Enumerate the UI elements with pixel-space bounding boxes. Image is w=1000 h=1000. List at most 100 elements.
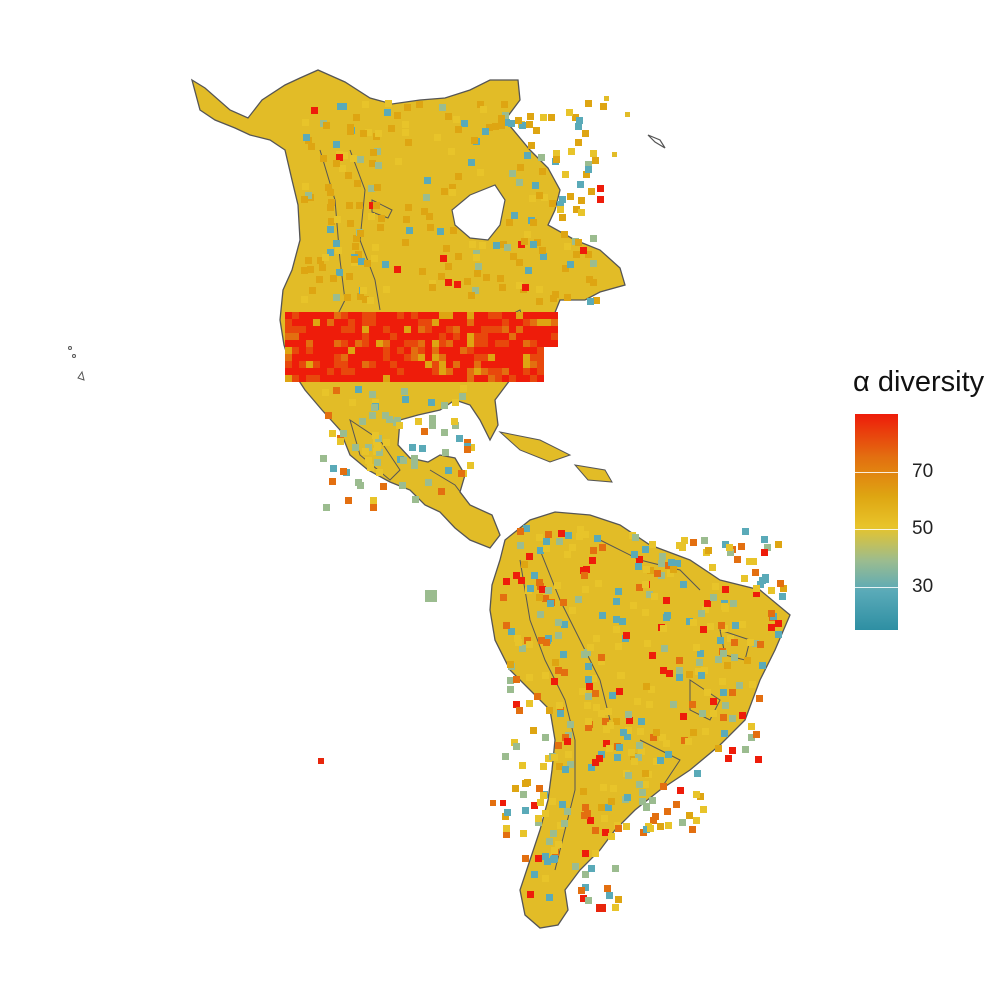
diversity-cell (653, 758, 660, 765)
diversity-cell (362, 296, 369, 303)
diversity-cell (425, 368, 432, 375)
diversity-cell (707, 623, 714, 630)
diversity-cell (411, 312, 418, 319)
diversity-cell (585, 718, 592, 725)
diversity-cell (741, 575, 748, 582)
diversity-cell (530, 333, 537, 340)
diversity-cell (482, 128, 489, 135)
diversity-cell (720, 650, 727, 657)
diversity-cell (696, 659, 703, 666)
diversity-cell (355, 326, 362, 333)
diversity-cell (508, 628, 515, 635)
diversity-cell (562, 734, 569, 741)
diversity-cell (680, 581, 687, 588)
diversity-cell (513, 701, 520, 708)
diversity-cell (686, 671, 693, 678)
diversity-cell (585, 676, 592, 683)
diversity-cell (619, 618, 626, 625)
diversity-cell (373, 202, 380, 209)
diversity-cell (355, 333, 362, 340)
diversity-cell (710, 698, 717, 705)
diversity-cell (747, 639, 754, 646)
diversity-cell (578, 197, 585, 204)
diversity-cell (516, 368, 523, 375)
diversity-cell (427, 224, 434, 231)
diversity-cell (355, 312, 362, 319)
diversity-cell (371, 255, 378, 262)
diversity-cell (537, 375, 544, 382)
diversity-cell (434, 134, 441, 141)
diversity-cell (550, 295, 557, 302)
diversity-cell (394, 112, 401, 119)
diversity-cell (432, 375, 439, 382)
diversity-cell (402, 129, 409, 136)
diversity-cell (396, 422, 403, 429)
diversity-cell (523, 312, 530, 319)
diversity-cell (575, 596, 582, 603)
diversity-cell (652, 813, 659, 820)
diversity-cell (411, 368, 418, 375)
diversity-cell (411, 462, 418, 469)
diversity-cell (334, 361, 341, 368)
diversity-cell (530, 727, 537, 734)
diversity-cell (612, 865, 619, 872)
diversity-cell (446, 354, 453, 361)
diversity-cell (552, 659, 559, 666)
diversity-cell (362, 347, 369, 354)
diversity-cell (554, 582, 561, 589)
diversity-cell (471, 137, 478, 144)
diversity-cell (712, 583, 719, 590)
diversity-cell (508, 120, 515, 127)
diversity-cell (404, 104, 411, 111)
diversity-cell (584, 702, 591, 709)
diversity-cell (390, 340, 397, 347)
diversity-cell (404, 361, 411, 368)
diversity-cell (592, 157, 599, 164)
diversity-cell (715, 656, 722, 663)
diversity-cell (369, 326, 376, 333)
diversity-cell (556, 763, 563, 770)
diversity-cell (375, 162, 382, 169)
diversity-cell (587, 817, 594, 824)
diversity-cell (630, 753, 637, 760)
diversity-cell (680, 713, 687, 720)
diversity-cell (456, 435, 463, 442)
diversity-cell (541, 194, 548, 201)
diversity-cell (722, 586, 729, 593)
diversity-cell (559, 801, 566, 808)
diversity-cell (676, 667, 683, 674)
diversity-cell (320, 155, 327, 162)
diversity-cell (395, 158, 402, 165)
greenland-edge (647, 134, 666, 149)
diversity-cell (299, 368, 306, 375)
diversity-cell (698, 672, 705, 679)
diversity-cell (523, 368, 530, 375)
diversity-cell (634, 698, 641, 705)
diversity-cell (486, 124, 493, 131)
diversity-cell (757, 581, 764, 588)
diversity-cell (474, 361, 481, 368)
diversity-cell (516, 340, 523, 347)
diversity-cell (404, 347, 411, 354)
diversity-cell (400, 457, 407, 464)
legend-tick-mark (855, 586, 898, 588)
diversity-cell (467, 333, 474, 340)
diversity-cell (369, 333, 376, 340)
diversity-cell (725, 755, 732, 762)
diversity-cell (313, 375, 320, 382)
diversity-cell (567, 193, 574, 200)
diversity-cell (418, 375, 425, 382)
diversity-cell (664, 612, 671, 619)
diversity-cell (593, 635, 600, 642)
diversity-cell (647, 567, 654, 574)
diversity-cell (372, 432, 379, 439)
diversity-cell (562, 265, 569, 272)
diversity-cell (285, 368, 292, 375)
diversity-cell (681, 737, 688, 744)
diversity-cell (368, 213, 375, 220)
diversity-cell (503, 578, 510, 585)
diversity-cell (542, 875, 549, 882)
diversity-cell (341, 361, 348, 368)
diversity-cell (421, 208, 428, 215)
